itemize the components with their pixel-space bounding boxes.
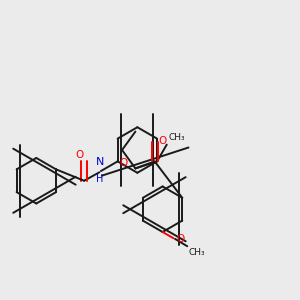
Text: H: H (96, 174, 103, 184)
Text: O: O (76, 150, 84, 160)
Text: O: O (158, 136, 167, 146)
Text: CH₃: CH₃ (168, 133, 185, 142)
Text: O: O (176, 234, 184, 244)
Text: N: N (95, 157, 104, 167)
Text: CH₃: CH₃ (189, 248, 206, 257)
Text: O: O (119, 158, 128, 168)
